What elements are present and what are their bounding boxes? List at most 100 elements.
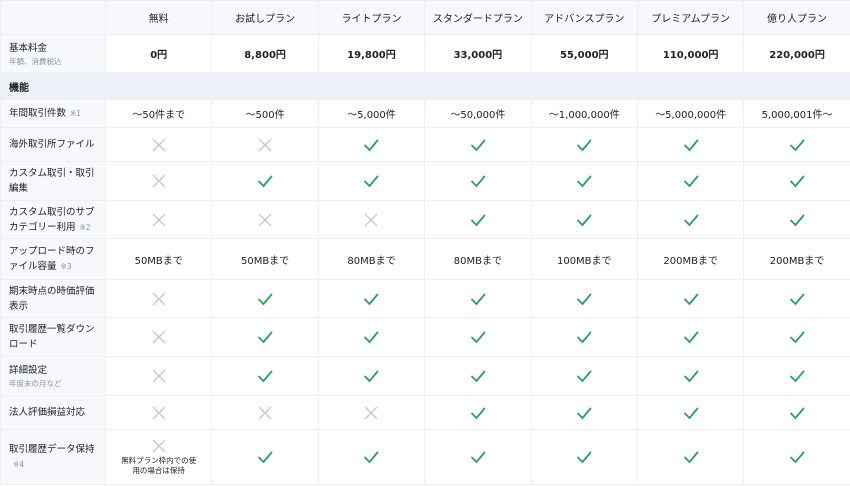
value-text: 〜5,000,000件	[655, 110, 727, 121]
value-cell	[104, 161, 213, 201]
value-cell	[317, 356, 426, 396]
cross-icon	[152, 330, 165, 344]
value-cell	[104, 279, 213, 318]
label-text: カスタム取引・取引編集	[9, 168, 95, 194]
feature-row: カスタム取引のサブカテゴリー利用 ※2	[0, 200, 850, 239]
footnote-mark: ※2	[79, 222, 91, 232]
check-icon	[470, 214, 486, 226]
check-icon	[258, 451, 273, 464]
label-text: 基本料金	[9, 42, 48, 54]
cross-icon	[258, 213, 272, 226]
header-row: 無料 お試しプラン ライトプラン スタンダードプラン アドバンスプラン プレミアムプラン億…	[0, 0, 850, 35]
check-icon	[258, 175, 273, 188]
value-cell: 〜50,000件	[424, 99, 532, 128]
value-text: 220,000円	[769, 50, 825, 61]
value-cell: 〜500件	[211, 99, 319, 128]
check-icon	[790, 331, 805, 344]
check-icon	[683, 331, 699, 344]
check-icon	[258, 331, 273, 344]
check-icon	[258, 370, 273, 383]
value-cell	[743, 395, 850, 430]
corner-cell	[0, 0, 106, 35]
section-title: 機能	[0, 72, 850, 100]
value-text: 33,000円	[453, 50, 503, 61]
label-text: 詳細設定	[9, 365, 48, 376]
label-note: 年額、消費税込	[9, 56, 62, 66]
value-text: 200MBまで	[663, 255, 718, 267]
value-cell	[743, 161, 850, 201]
value-cell	[424, 200, 532, 239]
footnote-mark: ※1	[70, 109, 82, 118]
check-icon	[364, 370, 379, 383]
row-label: 取引履歴一覧ダウンロード	[0, 317, 106, 357]
cross-icon	[258, 138, 272, 151]
value-cell	[317, 429, 426, 485]
feature-row: 取引履歴データ保持 ※4 無料プラン枠内での使用の場合は保持	[0, 429, 850, 485]
check-icon	[790, 451, 805, 464]
value-cell: 110,000円	[636, 34, 745, 73]
row-label: 取引履歴データ保持 ※4	[0, 429, 106, 485]
value-cell	[636, 395, 745, 430]
footnote-mark: ※3	[60, 262, 72, 271]
check-icon	[470, 407, 486, 419]
feature-row: 法人評価損益対応	[0, 395, 850, 430]
value-cell: 8,800円	[211, 34, 319, 73]
check-icon	[790, 293, 805, 305]
value-cell	[636, 161, 745, 201]
value-cell	[424, 429, 532, 485]
value-cell	[424, 279, 532, 318]
value-text: 110,000円	[662, 50, 719, 61]
plan-name: お試しプラン	[211, 0, 319, 35]
check-icon	[577, 175, 592, 188]
check-icon	[258, 293, 273, 305]
value-cell: 200MBまで	[636, 238, 745, 280]
value-cell	[317, 395, 426, 430]
check-icon	[364, 175, 379, 188]
value-cell: 80MBまで	[317, 238, 426, 280]
value-cell	[424, 317, 532, 357]
check-icon	[577, 139, 592, 151]
value-text: 〜500件	[245, 110, 285, 121]
value-cell	[530, 127, 638, 162]
value-cell	[211, 395, 319, 430]
check-icon	[577, 451, 592, 464]
label-note: 年度末の月など	[9, 379, 62, 388]
value-text: 〜50件まで	[132, 110, 186, 121]
value-cell	[424, 356, 532, 396]
cross-icon	[152, 138, 165, 151]
value-cell	[211, 429, 319, 485]
label-text: 海外取引所ファイル	[9, 139, 95, 150]
check-icon	[683, 407, 699, 419]
value-cell	[211, 279, 319, 318]
value-text: 〜50,000件	[450, 110, 506, 121]
row-label: 海外取引所ファイル	[0, 127, 106, 162]
value-text: 19,800円	[347, 50, 396, 61]
value-cell	[211, 356, 319, 396]
value-cell: 〜5,000件	[317, 99, 426, 128]
row-label: 基本料金年額、消費税込	[0, 34, 106, 73]
value-text: 80MBまで	[347, 255, 396, 267]
value-cell	[636, 317, 745, 357]
check-icon	[470, 451, 486, 464]
plan-name: 無料	[104, 0, 213, 35]
value-text: 〜1,000,000件	[548, 110, 620, 121]
value-cell: 〜50件まで	[104, 99, 213, 128]
value-cell	[317, 127, 426, 162]
check-icon	[790, 407, 805, 419]
check-icon	[683, 370, 699, 383]
value-cell	[211, 127, 319, 162]
check-icon	[790, 370, 805, 383]
feature-row: アップロード時のファイル容量 ※3 50MBまで 50MBまで 80MBまで 80MBまで…	[0, 238, 850, 280]
check-icon	[470, 370, 486, 383]
check-icon	[683, 451, 699, 464]
value-cell: 〜5,000,000件	[636, 99, 745, 128]
value-cell: 〜1,000,000件	[530, 99, 638, 128]
cross-icon	[258, 406, 272, 419]
value-cell	[317, 317, 426, 357]
feature-row: 詳細設定年度末の月など	[0, 356, 850, 396]
value-cell	[636, 279, 745, 318]
value-text: 200MBまで	[769, 255, 825, 267]
plan-name: ライトプラン	[317, 0, 426, 35]
cross-icon	[365, 213, 378, 226]
